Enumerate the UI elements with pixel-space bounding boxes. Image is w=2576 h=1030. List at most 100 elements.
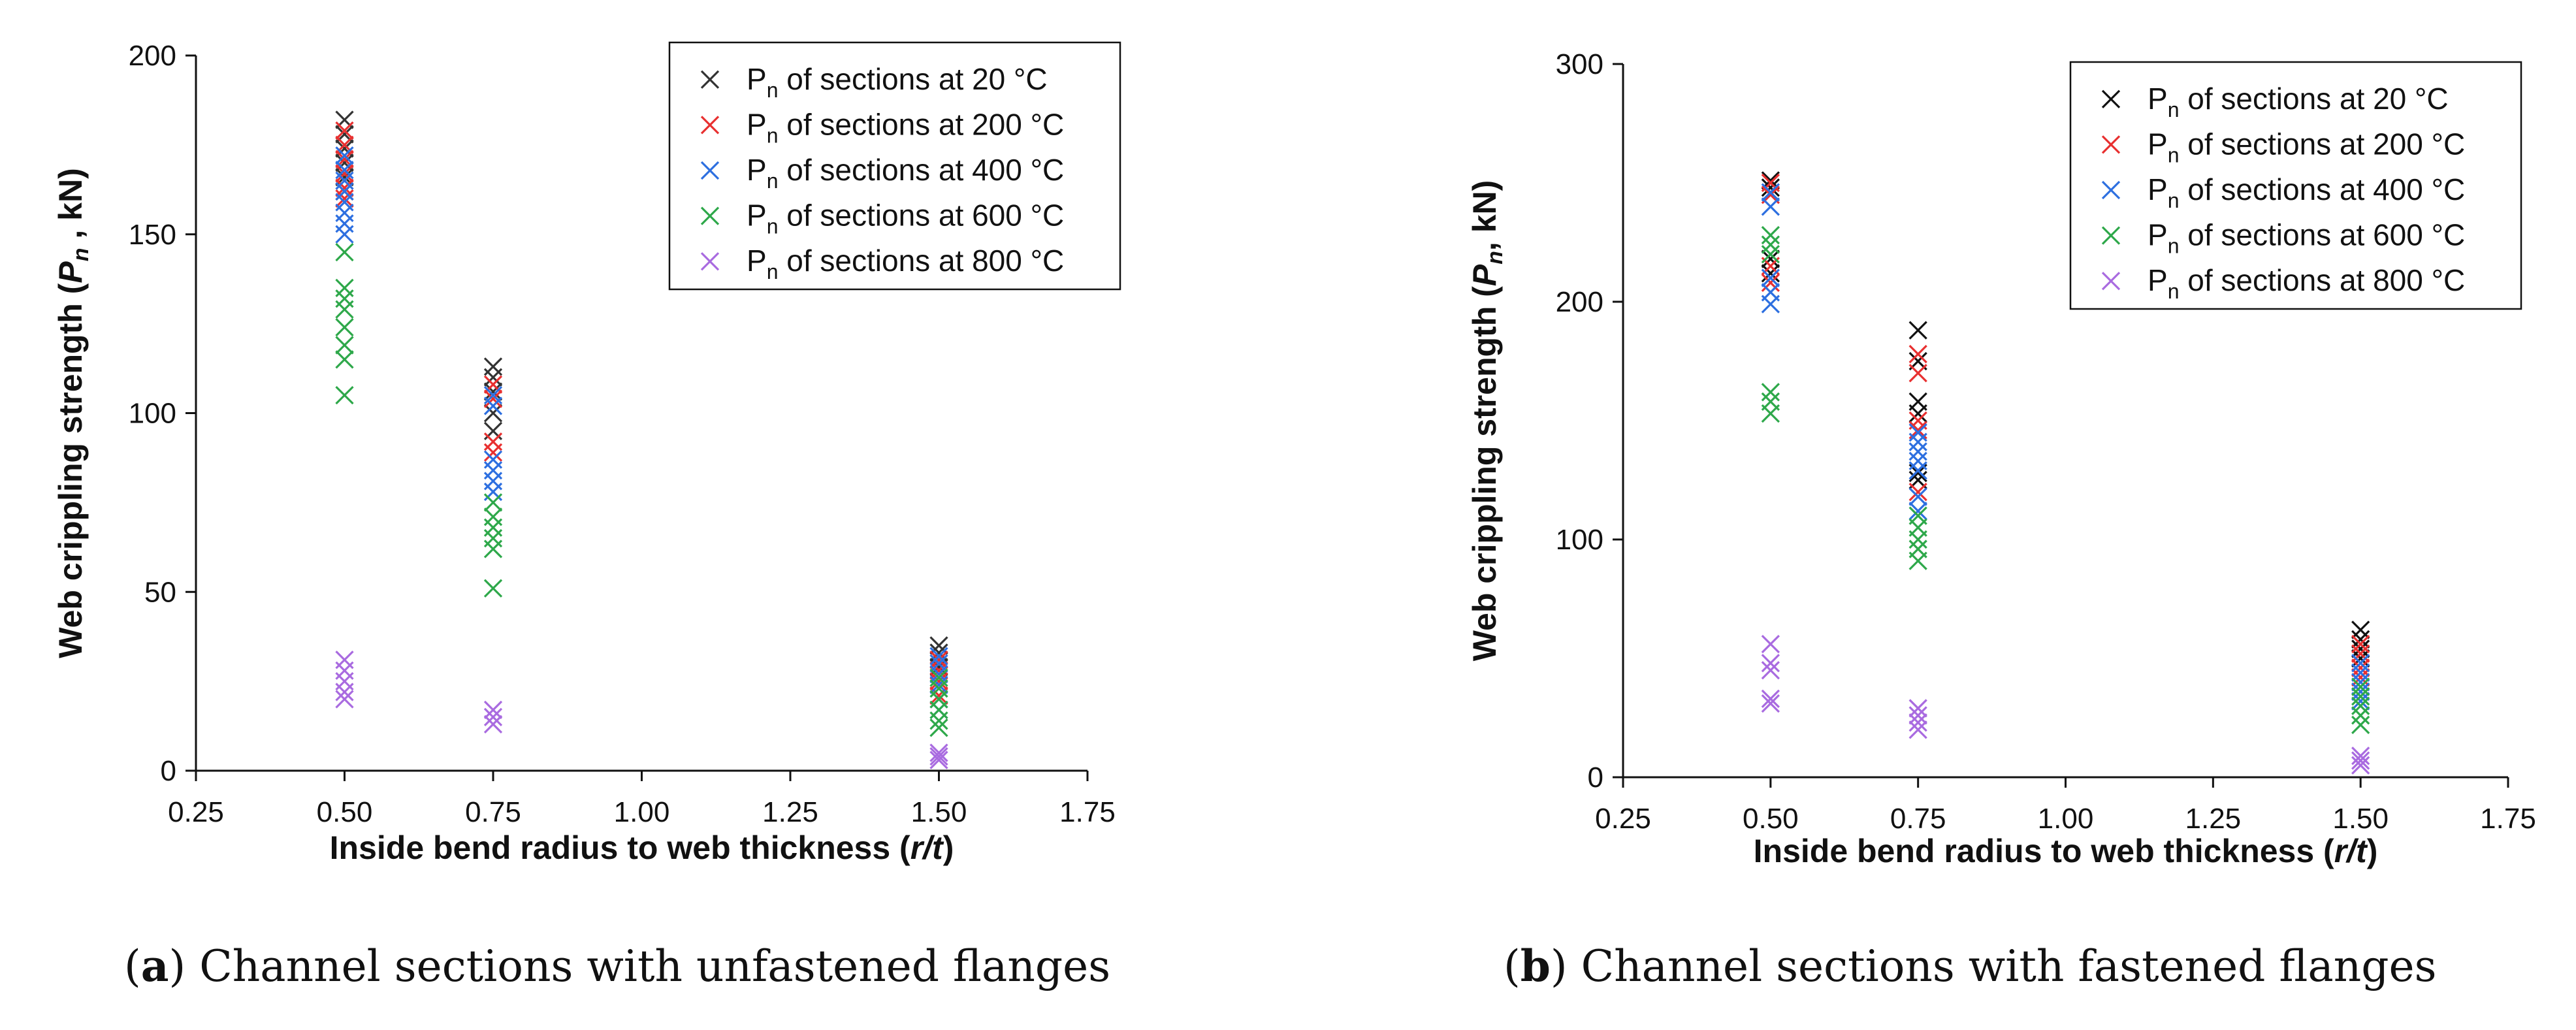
data-point-marker [1761,273,1780,293]
data-point-marker [483,493,503,512]
data-point-marker [1761,264,1780,283]
legend-marker [2101,89,2121,108]
y-tick-label: 0 [1588,762,1603,794]
data-point-marker [1761,635,1780,654]
legend-label: Pn of sections at 200 °C [747,107,1064,147]
y-tick-label: 100 [1556,524,1603,556]
data-point-marker [483,715,503,733]
data-point-marker [1908,432,1927,451]
data-point-marker [1908,364,1927,383]
data-point-marker [483,579,503,598]
x-tick-label: 0.25 [1595,803,1651,835]
y-tick-label: 200 [1556,286,1603,318]
data-point-marker [1908,423,1927,442]
data-point-marker [335,164,354,183]
x-tick-label: 1.25 [762,796,818,828]
data-point-marker [483,389,503,408]
data-point-marker [2351,644,2370,663]
data-point-marker [335,690,354,709]
legend-label: Pn of sections at 400 °C [2148,172,2465,212]
data-point-marker [1908,483,1927,502]
data-point-marker [2351,654,2370,673]
data-point-marker [1908,720,1927,739]
data-point-marker [335,300,354,319]
chart-panel-b: 0 100 200 300 0.25 0.50 0.75 1.00 1.25 1.50 1.75 In… [1280,0,2576,1030]
data-point-marker [483,443,503,462]
x-tick-label: 1.50 [911,796,967,828]
data-point-marker [2351,747,2370,765]
data-point-marker [2351,715,2370,735]
data-point-marker [929,711,948,730]
data-point-marker [2351,658,2370,677]
x-tick-label: 1.75 [2480,803,2536,835]
x-tick-label: 1.00 [614,796,670,828]
data-point-marker [2351,649,2370,668]
legend-label: Pn of sections at 200 °C [2148,127,2465,167]
x-tick-label: 0.50 [1743,803,1799,835]
data-point-marker [1908,461,1927,480]
legend-marker [700,252,720,271]
data-point-marker [1908,551,1927,570]
data-point-marker [2351,663,2370,682]
data-point-marker [1908,699,1927,718]
data-point-marker [483,707,503,727]
data-point-marker [1761,383,1780,402]
data-point-marker [1761,245,1780,264]
data-point-marker [483,396,503,415]
legend-marker [2101,226,2121,245]
data-point-marker [1761,295,1780,314]
data-point-marker [483,382,503,401]
y-tick-label: 200 [129,40,176,72]
data-point-marker [1908,502,1927,521]
data-point-marker [929,671,948,691]
data-point-marker [2351,630,2370,649]
data-point-marker [1761,249,1780,268]
caption-b-text: Channel sections with fastened flanges [1581,941,2437,991]
caption-b: (b) Channel sections with fastened flang… [1504,941,2437,991]
legend-label: Pn of sections at 800 °C [747,244,1064,283]
legend-label: Pn of sections at 20 °C [2148,82,2449,121]
data-point-marker [1761,689,1780,709]
data-point-marker [1761,197,1780,216]
data-point-marker [335,336,354,355]
data-point-marker [929,647,948,666]
data-point-marker [335,242,354,262]
y-tick-label: 300 [1556,48,1603,80]
y-axis-title: Web crippling strength (Pn, kN) [1466,180,1507,662]
chart-panel-a: 0 50 100 150 200 0.25 0.50 0.75 1.00 1.25 1.50 1.75… [0,0,1280,1030]
legend-marker [700,206,720,225]
data-point-marker [1908,530,1927,549]
data-point-marker [483,700,503,720]
caption-b-letter: b [1520,941,1551,991]
data-point-marker [2351,706,2370,725]
data-point-marker [2351,696,2370,715]
legend-marker [700,161,720,180]
data-point-marker [483,404,503,423]
y-tick-label: 50 [144,576,176,608]
data-point-marker [2351,677,2370,696]
data-point-marker [1761,268,1780,287]
x-axis-title: Inside bend radius to web thickness (r/t… [330,829,954,866]
data-point-marker [929,747,948,766]
legend-marker [700,116,720,135]
data-point-marker [929,743,948,762]
legend-marker [2101,272,2121,291]
data-point-marker [1761,404,1780,423]
x-tick-label: 1.00 [2038,803,2094,835]
data-point-marker [2351,756,2370,775]
data-point-marker [1908,451,1927,471]
data-point-marker [335,385,354,405]
y-axis-title: Web crippling strength (Pn , kN) [52,168,93,658]
data-point-marker [335,189,354,208]
data-point-marker [1761,694,1780,713]
data-point-marker [929,718,948,737]
x-tick-label: 1.50 [2332,803,2389,835]
x-axis-title: Inside bend radius to web thickness (r/t… [1754,833,2378,869]
x-tick-label: 0.75 [465,796,521,828]
data-point-marker [483,368,503,387]
x-tick-label: 0.75 [1890,803,1946,835]
caption-a-letter: a [140,941,169,991]
caption-a: (a) Channel sections with unfastened fla… [124,941,1111,991]
data-point-marker [335,225,354,244]
data-point-marker [2351,687,2370,706]
